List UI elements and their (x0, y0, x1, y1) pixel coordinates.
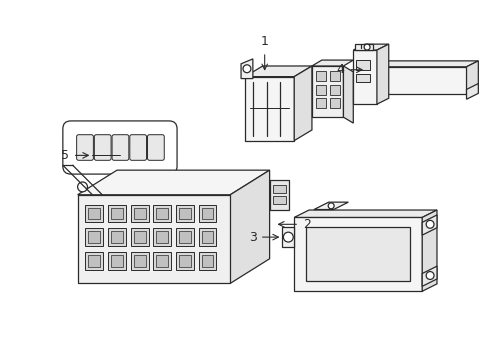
Bar (111, 255, 122, 267)
Bar (329, 99, 339, 108)
Circle shape (283, 232, 293, 242)
Bar (201, 208, 213, 219)
Text: 1: 1 (260, 35, 268, 48)
Bar (176, 204, 193, 222)
Text: 5: 5 (61, 149, 69, 162)
Bar (156, 255, 168, 267)
Polygon shape (421, 266, 436, 286)
Bar (272, 196, 286, 204)
Bar (305, 227, 409, 282)
Polygon shape (352, 50, 376, 104)
Circle shape (78, 182, 87, 192)
Circle shape (425, 271, 433, 279)
Bar (198, 204, 216, 222)
Bar (315, 99, 325, 108)
Bar (133, 231, 145, 243)
Polygon shape (294, 210, 436, 217)
Bar (153, 252, 171, 270)
Polygon shape (466, 84, 477, 99)
Bar (88, 208, 100, 219)
Circle shape (243, 65, 250, 73)
Polygon shape (376, 44, 388, 104)
Bar (176, 228, 193, 246)
FancyBboxPatch shape (129, 135, 146, 160)
Bar (130, 252, 148, 270)
Polygon shape (355, 44, 372, 50)
Polygon shape (78, 170, 269, 195)
Bar (108, 204, 125, 222)
Polygon shape (421, 210, 436, 291)
Text: 4: 4 (336, 63, 344, 76)
Bar (85, 252, 103, 270)
Bar (130, 204, 148, 222)
Bar (315, 85, 325, 95)
FancyBboxPatch shape (94, 135, 111, 160)
Polygon shape (311, 60, 352, 66)
Bar (133, 255, 145, 267)
Polygon shape (372, 61, 477, 67)
Bar (85, 204, 103, 222)
Bar (130, 228, 148, 246)
Bar (272, 185, 286, 193)
Polygon shape (241, 59, 252, 78)
Text: 2: 2 (303, 218, 310, 231)
Bar (179, 208, 190, 219)
Circle shape (327, 203, 333, 209)
Bar (156, 208, 168, 219)
Polygon shape (372, 67, 466, 94)
Bar (156, 231, 168, 243)
Bar (198, 252, 216, 270)
Polygon shape (466, 61, 477, 94)
FancyBboxPatch shape (63, 121, 177, 174)
Bar (356, 60, 369, 70)
FancyBboxPatch shape (112, 135, 128, 160)
Polygon shape (244, 77, 294, 141)
Bar (88, 231, 100, 243)
Bar (315, 71, 325, 81)
FancyBboxPatch shape (77, 135, 93, 160)
Polygon shape (343, 66, 352, 123)
Polygon shape (78, 195, 230, 283)
Polygon shape (421, 215, 436, 235)
Text: 3: 3 (248, 231, 256, 244)
Bar (269, 180, 289, 210)
Bar (176, 252, 193, 270)
Bar (329, 85, 339, 95)
Bar (201, 255, 213, 267)
Bar (153, 204, 171, 222)
Bar (198, 228, 216, 246)
Polygon shape (352, 44, 388, 50)
Bar (179, 231, 190, 243)
Bar (179, 255, 190, 267)
Polygon shape (311, 66, 343, 117)
Polygon shape (294, 217, 421, 291)
Bar (111, 231, 122, 243)
Bar (201, 231, 213, 243)
Bar (153, 228, 171, 246)
Polygon shape (230, 170, 269, 283)
Polygon shape (313, 202, 347, 210)
Circle shape (425, 220, 433, 228)
Bar (85, 228, 103, 246)
Bar (108, 252, 125, 270)
Bar (108, 228, 125, 246)
Bar (133, 208, 145, 219)
Bar (329, 71, 339, 81)
Polygon shape (294, 66, 311, 141)
Bar (88, 255, 100, 267)
Bar (356, 74, 369, 82)
Polygon shape (244, 66, 311, 77)
Circle shape (364, 44, 369, 50)
FancyBboxPatch shape (147, 135, 164, 160)
Polygon shape (282, 227, 294, 247)
Bar (111, 208, 122, 219)
